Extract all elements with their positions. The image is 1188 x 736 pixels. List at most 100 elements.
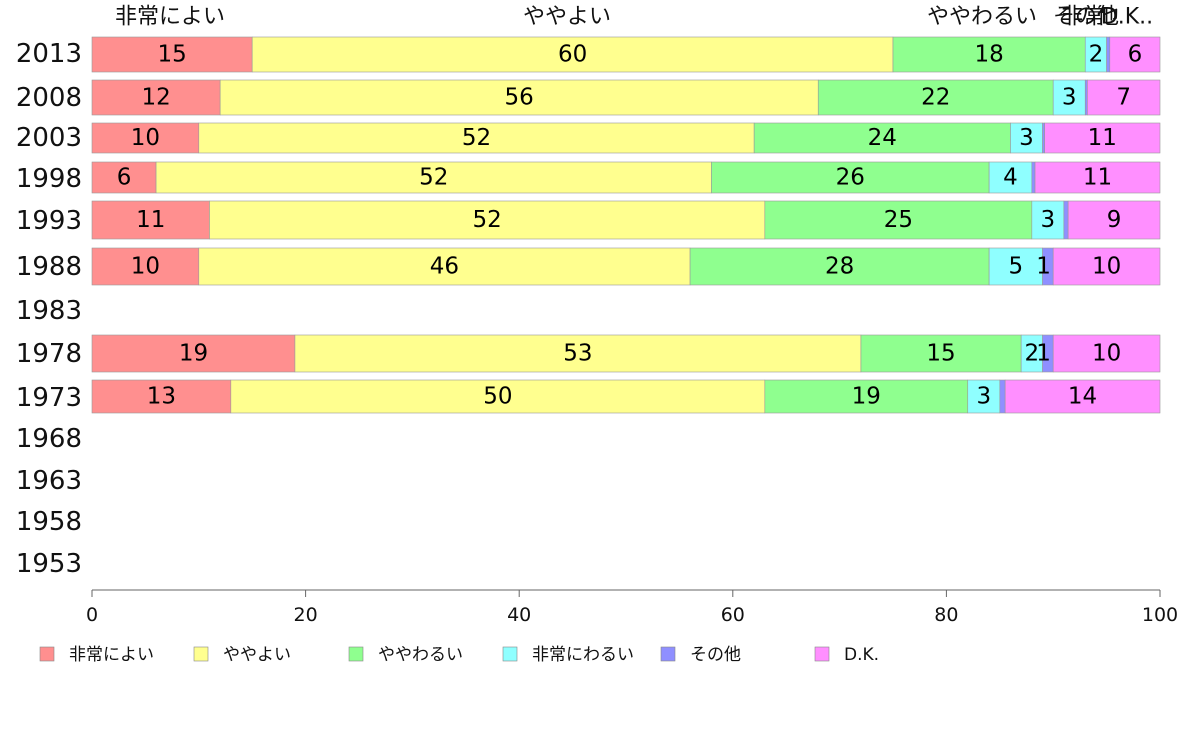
legend-label: ややわるい xyxy=(378,645,463,665)
bar-segment xyxy=(294,334,862,373)
bar-segment xyxy=(1010,122,1043,154)
bar-segment xyxy=(91,122,200,154)
legend-swatch xyxy=(193,646,209,662)
bar-value-label: 1 xyxy=(1036,341,1051,367)
bar-segment xyxy=(817,79,1054,116)
bar-value-label: 11 xyxy=(1088,125,1117,151)
bar-value-label: 25 xyxy=(884,207,913,233)
bar-segment xyxy=(1084,79,1088,116)
bar-segment xyxy=(764,200,1033,240)
top-label: D.K.. xyxy=(1101,5,1153,30)
bar-value-label: 15 xyxy=(157,42,186,68)
bar-segment xyxy=(711,161,990,194)
legend-swatch xyxy=(348,646,364,662)
bar-segment xyxy=(91,379,232,414)
bar-value-label: 19 xyxy=(852,384,881,410)
year-label: 2003 xyxy=(16,123,82,153)
legend-label: 非常によい xyxy=(69,645,154,665)
bar-value-label: 13 xyxy=(147,384,176,410)
legend-swatch xyxy=(814,646,830,662)
bar-value-label: 15 xyxy=(926,341,955,367)
top-label: 非常によい xyxy=(115,5,225,30)
legend-label: 非常にわるい xyxy=(532,645,634,665)
bar-value-label: 4 xyxy=(1003,165,1018,191)
bar-value-label: 28 xyxy=(825,254,854,280)
bar-segment xyxy=(1052,334,1161,373)
bar-segment xyxy=(1052,79,1086,116)
bar-value-label: 22 xyxy=(921,85,950,111)
bar-value-label: 53 xyxy=(563,341,592,367)
bar-segment xyxy=(1109,36,1161,73)
bar-segment xyxy=(91,334,296,373)
bar-value-label: 10 xyxy=(131,125,160,151)
bar-segment xyxy=(198,122,755,154)
bar-value-label: 1 xyxy=(1036,254,1051,280)
bar-value-label: 10 xyxy=(1092,254,1121,280)
legend-label: その他 xyxy=(690,645,741,665)
bar-segment xyxy=(91,161,157,194)
bar-value-label: 3 xyxy=(1019,125,1034,151)
x-tick-label: 60 xyxy=(721,604,745,626)
bar-value-label: 14 xyxy=(1068,384,1097,410)
bar-segment xyxy=(689,247,990,286)
bar-segment xyxy=(91,247,200,286)
bar-segment xyxy=(198,247,691,286)
bar-value-label: 6 xyxy=(1128,42,1143,68)
bar-segment xyxy=(967,379,1001,414)
bar-value-label: 7 xyxy=(1116,85,1131,111)
bar-value-label: 10 xyxy=(131,254,160,280)
x-tick-label: 100 xyxy=(1142,604,1178,626)
bar-segment xyxy=(764,379,969,414)
x-tick-label: 0 xyxy=(86,604,98,626)
bar-value-label: 5 xyxy=(1008,254,1023,280)
year-label: 2013 xyxy=(16,39,82,69)
year-label: 1973 xyxy=(16,383,82,413)
bar-segment xyxy=(230,379,766,414)
year-label: 1978 xyxy=(16,339,82,369)
bar-value-label: 6 xyxy=(117,165,132,191)
legend-swatch xyxy=(502,646,518,662)
year-label: 1983 xyxy=(16,296,82,326)
bar-value-label: 2 xyxy=(1089,42,1104,68)
bar-segment xyxy=(999,379,1006,414)
legend-swatch xyxy=(660,646,676,662)
year-label: 2008 xyxy=(16,83,82,113)
bar-segment xyxy=(209,200,766,240)
bar-segment xyxy=(1034,161,1161,194)
year-label: 1963 xyxy=(16,466,82,496)
bar-value-label: 12 xyxy=(141,85,170,111)
top-label: ややよい xyxy=(523,5,611,30)
bar-segment xyxy=(1106,36,1111,73)
bar-value-label: 11 xyxy=(1083,165,1112,191)
legend-label: ややよい xyxy=(223,645,291,665)
bar-segment xyxy=(988,247,1043,286)
year-label: 1998 xyxy=(16,164,82,194)
x-tick-label: 20 xyxy=(294,604,318,626)
x-tick-label: 40 xyxy=(507,604,531,626)
bar-value-label: 18 xyxy=(974,42,1003,68)
bar-value-label: 50 xyxy=(483,384,512,410)
bar-value-label: 10 xyxy=(1092,341,1121,367)
bar-value-label: 9 xyxy=(1107,207,1122,233)
bar-value-label: 3 xyxy=(1041,207,1056,233)
bar-segment xyxy=(1087,79,1161,116)
top-label: 非常 xyxy=(1061,5,1105,30)
bar-value-label: 56 xyxy=(505,85,534,111)
bar-segment xyxy=(892,36,1086,73)
year-label: 1958 xyxy=(16,507,82,537)
bar-segment xyxy=(1063,200,1069,240)
bar-value-label: 11 xyxy=(136,207,165,233)
top-label: ややわるい xyxy=(927,5,1037,30)
bar-segment xyxy=(91,79,221,116)
bar-value-label: 52 xyxy=(419,165,448,191)
bar-segment xyxy=(1067,200,1161,240)
bar-segment xyxy=(988,161,1033,194)
x-axis: 0 20 40 60 80 100 xyxy=(86,589,1178,626)
bar-segment xyxy=(1042,122,1045,154)
bar-value-label: 24 xyxy=(868,125,897,151)
bar-value-label: 26 xyxy=(836,165,865,191)
